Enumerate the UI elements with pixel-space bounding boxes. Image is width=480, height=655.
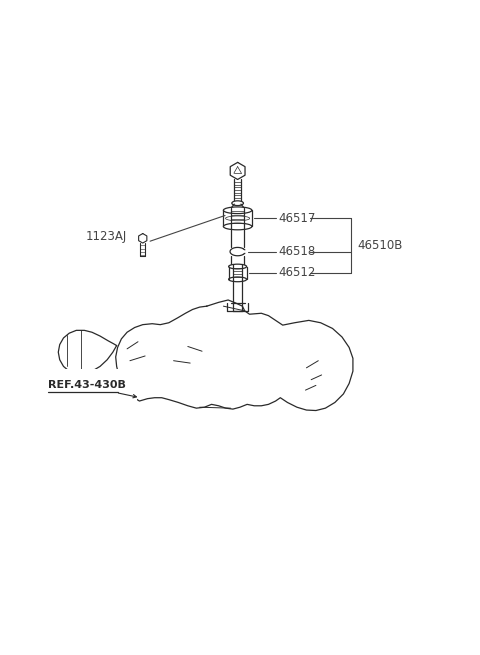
Ellipse shape bbox=[228, 264, 247, 269]
Text: 46517: 46517 bbox=[278, 212, 315, 225]
Ellipse shape bbox=[228, 277, 247, 282]
Text: 1123AJ: 1123AJ bbox=[86, 230, 127, 243]
Ellipse shape bbox=[223, 207, 252, 214]
Text: 46512: 46512 bbox=[278, 267, 315, 280]
Polygon shape bbox=[116, 300, 353, 411]
Text: 46510B: 46510B bbox=[357, 239, 403, 252]
Text: 46518: 46518 bbox=[278, 245, 315, 258]
Ellipse shape bbox=[232, 201, 243, 206]
Text: REF.43-430B: REF.43-430B bbox=[48, 381, 126, 390]
Ellipse shape bbox=[226, 216, 250, 221]
Polygon shape bbox=[58, 330, 117, 374]
Ellipse shape bbox=[223, 223, 252, 230]
